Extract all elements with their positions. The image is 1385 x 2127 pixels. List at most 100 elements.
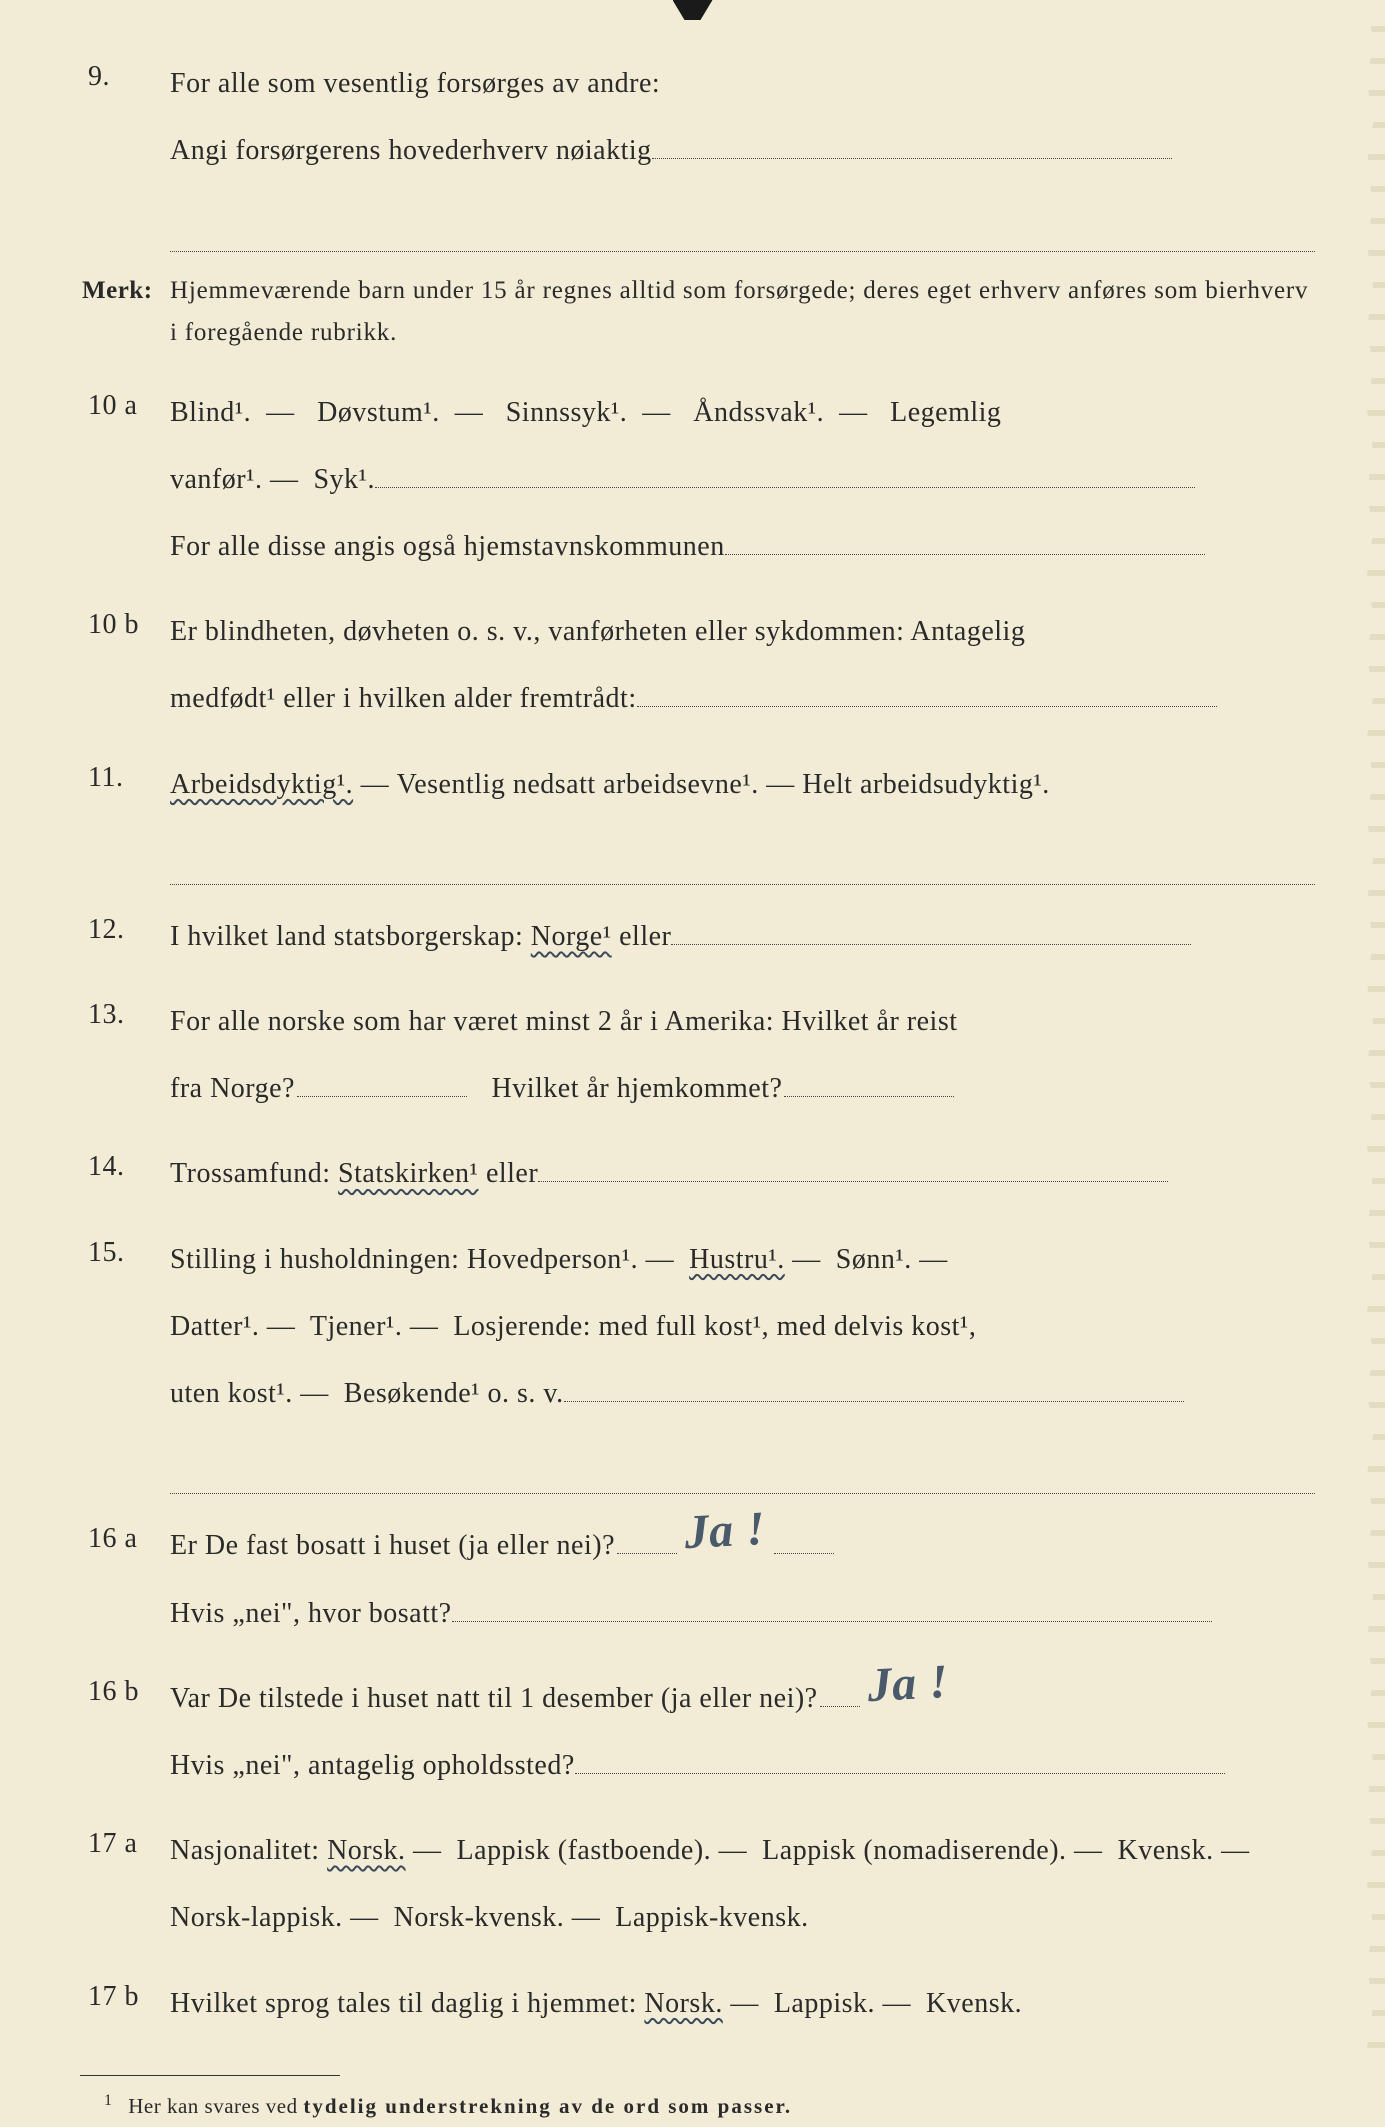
blank-line bbox=[538, 1152, 1168, 1183]
footnote-text-a: Her kan svares ved bbox=[128, 2094, 303, 2118]
opt: Syk¹. bbox=[313, 464, 374, 495]
opt: Blind¹. bbox=[170, 397, 251, 428]
q14-pre: Trossamfund: bbox=[170, 1158, 338, 1189]
opt-selected: Hustru¹. bbox=[689, 1244, 785, 1275]
question-11: 11. Arbeidsdyktig¹. — Vesentlig nedsatt … bbox=[80, 751, 1315, 885]
question-13: 13. For alle norske som har været minst … bbox=[80, 988, 1315, 1122]
q10b-content: Er blindheten, døvheten o. s. v., vanfør… bbox=[170, 598, 1315, 732]
opt: Sønn¹. bbox=[836, 1244, 912, 1275]
question-9: 9. For alle som vesentlig forsørges av a… bbox=[80, 50, 1315, 252]
opt-selected: Arbeidsdyktig¹. bbox=[170, 769, 353, 800]
opt: Hovedperson¹. bbox=[467, 1244, 638, 1275]
opt: vanfør¹. bbox=[170, 464, 262, 495]
blank-line bbox=[170, 1427, 1315, 1494]
opt: Norsk-lappisk. bbox=[170, 1902, 343, 1933]
q17a-number: 17 a bbox=[80, 1817, 170, 1870]
opt: Datter¹. bbox=[170, 1311, 259, 1342]
opt-selected: Norge¹ bbox=[531, 921, 612, 952]
footnote: 1 Her kan svares ved tydelig understrekn… bbox=[80, 2086, 1315, 2127]
q14-post: eller bbox=[478, 1158, 538, 1189]
q16a-number: 16 a bbox=[80, 1512, 170, 1565]
q9-number: 9. bbox=[80, 50, 170, 103]
q17b-content: Hvilket sprog tales til daglig i hjemmet… bbox=[170, 1970, 1315, 2037]
opt: Besøkende¹ o. s. v. bbox=[344, 1378, 564, 1409]
question-12: 12. I hvilket land statsborgerskap: Norg… bbox=[80, 903, 1315, 970]
q12-pre: I hvilket land statsborgerskap: bbox=[170, 921, 531, 952]
blank-line bbox=[637, 677, 1217, 708]
merk-text: Hjemmeværende barn under 15 år regnes al… bbox=[170, 270, 1315, 355]
question-17b: 17 b Hvilket sprog tales til daglig i hj… bbox=[80, 1970, 1315, 2037]
question-15: 15. Stilling i husholdningen: Hovedperso… bbox=[80, 1226, 1315, 1495]
handwritten-answer: Ja ! bbox=[684, 1515, 766, 1548]
q13-content: For alle norske som har været minst 2 år… bbox=[170, 988, 1315, 1122]
blank-line bbox=[671, 914, 1191, 945]
blank-line bbox=[617, 1524, 677, 1555]
q16b-sub: Hvis „nei", antagelig opholdssted? bbox=[170, 1750, 575, 1781]
q13-line2b: Hvilket år hjemkommet? bbox=[491, 1073, 782, 1104]
q12-number: 12. bbox=[80, 903, 170, 956]
q16a-q: Er De fast bosatt i huset (ja eller nei)… bbox=[170, 1530, 615, 1561]
q10b-number: 10 b bbox=[80, 598, 170, 651]
q16b-number: 16 b bbox=[80, 1665, 170, 1718]
question-14: 14. Trossamfund: Statskirken¹ eller bbox=[80, 1140, 1315, 1207]
opt: Vesentlig nedsatt arbeidsevne¹. bbox=[397, 769, 759, 800]
handwritten-answer: Ja ! bbox=[866, 1668, 948, 1701]
question-17a: 17 a Nasjonalitet: Norsk. — Lappisk (fas… bbox=[80, 1817, 1315, 1951]
q16a-sub: Hvis „nei", hvor bosatt? bbox=[170, 1598, 452, 1629]
q13-line2a: fra Norge? bbox=[170, 1073, 295, 1104]
opt: Lappisk (nomadiserende). bbox=[762, 1835, 1066, 1866]
opt: Lappisk-kvensk. bbox=[615, 1902, 808, 1933]
q13-number: 13. bbox=[80, 988, 170, 1041]
page-notch bbox=[673, 0, 713, 20]
q10a-line3: For alle disse angis også hjemstavnskomm… bbox=[170, 531, 725, 562]
opt: Lappisk (fastboende). bbox=[457, 1835, 712, 1866]
opt: Losjerende: med full kost¹, med delvis k… bbox=[453, 1311, 976, 1342]
question-10a: 10 a Blind¹. — Døvstum¹. — Sinnssyk¹. — … bbox=[80, 379, 1315, 581]
blank-line bbox=[652, 128, 1172, 159]
q13-line1: For alle norske som har været minst 2 år… bbox=[170, 1006, 958, 1037]
q10a-number: 10 a bbox=[80, 379, 170, 432]
blank-line bbox=[725, 524, 1205, 555]
opt: Døvstum¹. bbox=[317, 397, 440, 428]
blank-line bbox=[774, 1524, 834, 1555]
q16b-content: Var De tilstede i huset natt til 1 desem… bbox=[170, 1665, 1315, 1799]
blank-line bbox=[575, 1743, 1225, 1774]
blank-line bbox=[375, 457, 1195, 488]
footnote-text-b: tydelig understrekning av de ord som pas… bbox=[303, 2094, 792, 2118]
merk-label: Merk: bbox=[80, 270, 170, 355]
q16a-content: Er De fast bosatt i huset (ja eller nei)… bbox=[170, 1512, 1315, 1646]
opt-selected: Statskirken¹ bbox=[338, 1158, 478, 1189]
q10b-line1: Er blindheten, døvheten o. s. v., vanfør… bbox=[170, 616, 1025, 647]
census-form-page: 9. For alle som vesentlig forsørges av a… bbox=[80, 50, 1315, 2127]
opt: Sinnssyk¹. bbox=[506, 397, 628, 428]
q17a-content: Nasjonalitet: Norsk. — Lappisk (fastboen… bbox=[170, 1817, 1315, 1951]
blank-line bbox=[297, 1066, 467, 1097]
q9-line2: Angi forsørgerens hovederhverv nøiaktig bbox=[170, 135, 652, 166]
q17b-pre: Hvilket sprog tales til daglig i hjemmet… bbox=[170, 1988, 644, 2019]
opt: Åndssvak¹. bbox=[693, 397, 824, 428]
question-10b: 10 b Er blindheten, døvheten o. s. v., v… bbox=[80, 598, 1315, 732]
opt: Kvensk. bbox=[1118, 1835, 1214, 1866]
note-merk: Merk: Hjemmeværende barn under 15 år reg… bbox=[80, 270, 1315, 355]
q15-content: Stilling i husholdningen: Hovedperson¹. … bbox=[170, 1226, 1315, 1495]
q16b-q: Var De tilstede i huset natt til 1 desem… bbox=[170, 1683, 818, 1714]
opt: Norsk-kvensk. bbox=[394, 1902, 565, 1933]
blank-line bbox=[170, 818, 1315, 885]
blank-line bbox=[564, 1371, 1184, 1402]
q12-post: eller bbox=[612, 921, 672, 952]
question-16a: 16 a Er De fast bosatt i huset (ja eller… bbox=[80, 1512, 1315, 1646]
q14-content: Trossamfund: Statskirken¹ eller bbox=[170, 1140, 1315, 1207]
blank-line bbox=[452, 1591, 1212, 1622]
question-16b: 16 b Var De tilstede i huset natt til 1 … bbox=[80, 1665, 1315, 1799]
blank-line bbox=[820, 1676, 860, 1707]
footnote-rule bbox=[80, 2075, 340, 2076]
q11-number: 11. bbox=[80, 751, 170, 804]
q14-number: 14. bbox=[80, 1140, 170, 1193]
q15-pre: Stilling i husholdningen: bbox=[170, 1244, 467, 1275]
q17a-pre: Nasjonalitet: bbox=[170, 1835, 327, 1866]
q10a-content: Blind¹. — Døvstum¹. — Sinnssyk¹. — Åndss… bbox=[170, 379, 1315, 581]
perforated-edge bbox=[1355, 0, 1385, 2048]
blank-line bbox=[784, 1066, 954, 1097]
opt: Helt arbeidsudyktig¹. bbox=[802, 769, 1050, 800]
q9-line1: For alle som vesentlig forsørges av andr… bbox=[170, 68, 660, 99]
